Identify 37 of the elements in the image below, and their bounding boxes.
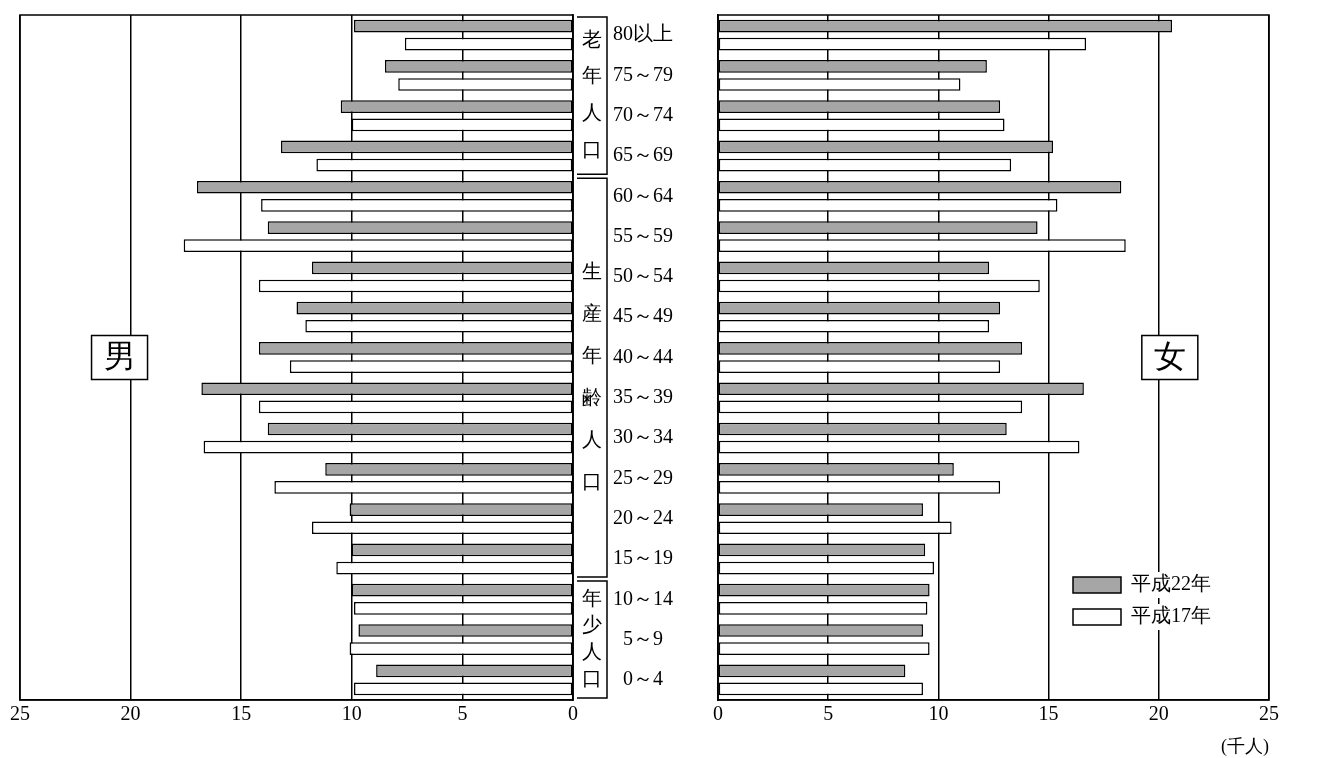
y-tick-label: 80以上 — [613, 22, 673, 45]
y-tick-label: 5～9 — [623, 626, 663, 649]
x-tick-label: 10 — [928, 702, 949, 725]
x-tick-label: 0 — [713, 702, 723, 725]
y-tick-label: 45～49 — [613, 304, 673, 327]
y-tick-label: 15～19 — [613, 546, 673, 569]
y-tick-label: 60～64 — [613, 183, 673, 206]
text: 老年人口 — [582, 27, 602, 161]
annotation: 女 — [1153, 337, 1186, 374]
y-tick-label: 50～54 — [613, 264, 673, 287]
y-tick-label: 40～44 — [613, 344, 673, 367]
y-tick-label: 30～34 — [613, 425, 673, 448]
x-tick-label: 20 — [1148, 702, 1169, 725]
y-tick-label: 55～59 — [613, 223, 673, 246]
y-tick-label: 0～4 — [623, 667, 663, 690]
y-tick-label: 65～69 — [613, 143, 673, 166]
y-tick-label: 70～74 — [613, 102, 673, 125]
x-tick-label: 5 — [823, 702, 834, 725]
text: 年少人口 — [582, 586, 602, 689]
y-tick-label: 10～14 — [613, 586, 673, 609]
annotation: 男 — [103, 337, 136, 374]
x-tick-label: 20 — [120, 702, 141, 725]
y-tick-label: 20～24 — [613, 505, 673, 528]
text: 生産年齢人口 — [582, 259, 602, 492]
x-tick-label: 15 — [1038, 702, 1059, 725]
y-tick-label: 25～29 — [613, 465, 673, 488]
x-axis-title: (千人) — [1221, 735, 1269, 757]
y-tick-label: 75～79 — [613, 62, 673, 85]
text: 平成17年 — [1131, 604, 1211, 627]
x-tick-label: 10 — [341, 702, 362, 725]
x-tick-label: 15 — [231, 702, 252, 725]
y-tick-label: 35～39 — [613, 385, 673, 408]
x-tick-label: 5 — [457, 702, 468, 725]
x-tick-label: 25 — [1259, 702, 1279, 725]
legend-label: 平成22年 — [1131, 572, 1211, 595]
x-tick-label: 25 — [10, 702, 30, 725]
x-tick-label: 0 — [568, 702, 578, 725]
